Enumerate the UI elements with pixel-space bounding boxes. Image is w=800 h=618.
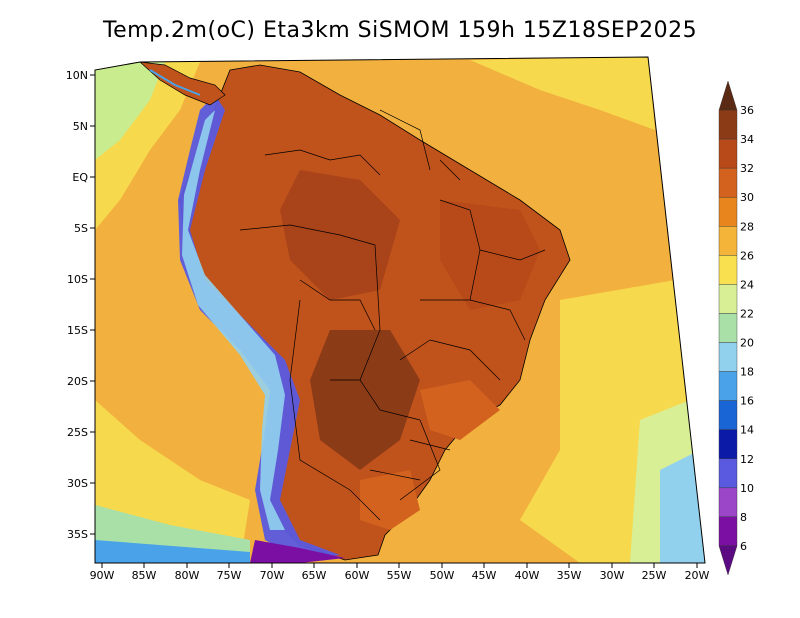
colorbar-label: 32 (740, 162, 754, 175)
colorbar-label: 20 (740, 337, 754, 350)
colorbar-label: 22 (740, 307, 754, 320)
lat-label: EQ (72, 171, 88, 184)
lon-label: 45W (472, 569, 497, 582)
colorbar-swatch (718, 284, 738, 314)
latitude-axis: 10N 5N EQ 5S 10S 15S 20S 25S 30S 35S (66, 69, 95, 541)
lat-label: 35S (67, 528, 88, 541)
colorbar-swatch (718, 429, 738, 459)
lon-label: 35W (557, 569, 582, 582)
colorbar-swatch (718, 313, 738, 343)
colorbar-label: 14 (740, 424, 754, 437)
longitude-axis: 90W 85W 80W 75W 70W 65W 60W 55W 50W 45W … (90, 563, 710, 582)
colorbar-swatch (718, 167, 738, 198)
colorbar-swatch (718, 80, 738, 111)
lon-label: 65W (302, 569, 327, 582)
lat-label: 10N (66, 69, 88, 82)
lon-label: 55W (387, 569, 412, 582)
map-title: Temp.2m(oC) Eta3km SiSMOM 159h 15Z18SEP2… (102, 18, 698, 43)
map-frame (94, 56, 706, 564)
colorbar-label: 34 (740, 133, 754, 146)
colorbar-swatch (718, 371, 738, 401)
lat-label: 5S (74, 222, 88, 235)
lat-label: 20S (67, 375, 88, 388)
lon-label: 50W (430, 569, 455, 582)
lat-label: 5N (73, 120, 88, 133)
colorbar-label: 8 (740, 511, 747, 524)
colorbar-label: 26 (740, 249, 754, 262)
lon-label: 30W (600, 569, 625, 582)
colorbar-label: 12 (740, 453, 754, 466)
lon-label: 25W (642, 569, 667, 582)
lat-label: 15S (67, 324, 88, 337)
colorbar-label: 18 (740, 366, 754, 379)
colorbar-label: 36 (740, 104, 754, 117)
lon-label: 70W (260, 569, 285, 582)
colorbar-swatch (718, 458, 738, 489)
colorbar-label: 16 (740, 395, 754, 408)
colorbar-label: 10 (740, 482, 754, 495)
colorbar-swatch (718, 487, 738, 518)
colorbar-label: 24 (740, 278, 754, 291)
colorbar-swatch (718, 138, 738, 169)
south-america-land (178, 64, 571, 563)
lat-label: 25S (67, 426, 88, 439)
colorbar-swatch (718, 400, 738, 430)
colorbar-swatch (718, 255, 738, 285)
lat-label: 30S (67, 477, 88, 490)
lon-label: 40W (515, 569, 540, 582)
lon-label: 75W (217, 569, 242, 582)
lon-label: 60W (345, 569, 370, 582)
colorbar-swatch (718, 545, 738, 576)
colorbar-label: 6 (740, 540, 747, 553)
lon-label: 80W (175, 569, 200, 582)
lon-label: 85W (132, 569, 157, 582)
lon-label: 20W (685, 569, 710, 582)
colorbar-swatch (718, 342, 738, 372)
colorbar-label: 28 (740, 220, 754, 233)
colorbar-swatch (718, 197, 738, 227)
central-america (138, 61, 226, 106)
colorbar-swatch (718, 109, 738, 140)
lon-label: 90W (90, 569, 115, 582)
colorbar-label: 30 (740, 191, 754, 204)
colorbar-swatch (718, 226, 738, 256)
country-borders (239, 109, 546, 521)
colorbar: 36 34 32 30 28 26 24 22 20 18 16 14 12 10 8 6 (718, 80, 754, 576)
colorbar-swatch (718, 516, 738, 547)
lat-label: 10S (67, 273, 88, 286)
